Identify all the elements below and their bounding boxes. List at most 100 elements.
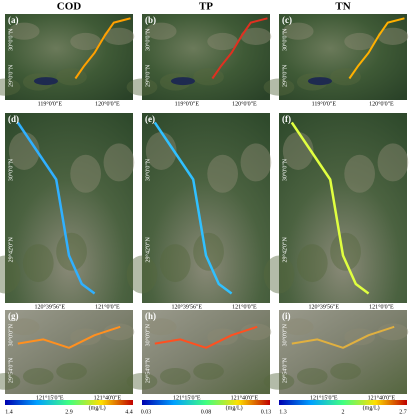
longitude-label: 121°0'0"E [232,303,257,310]
column-title: COD [57,1,82,13]
terrain-patch [330,68,361,86]
terrain-patch [263,78,295,96]
satellite-image [5,310,133,394]
terrain-patch [344,154,376,193]
longitude-label: 119°0'0"E [38,100,63,107]
longitude-label: 121°15'0"E [36,394,64,401]
terrain-patch [22,244,54,283]
panel-label: (b) [145,15,156,25]
terrain-patch [193,362,224,380]
colorbar [142,400,270,405]
latitude-label: 29°42'0"N [7,237,14,263]
colorbar-tick: 0.08 [201,409,212,415]
colorbar-unit: (mg/L) [89,404,106,411]
colorbar-tick: 2.9 [65,409,73,415]
latitude-label: 30°0'0"N [281,158,288,181]
terrain-patch [282,22,314,40]
river [211,17,268,80]
terrain-patch [240,27,272,45]
colorbar-unit: (mg/L) [363,404,380,411]
panel-label: (h) [145,311,156,321]
panel-label: (d) [8,114,19,124]
terrain-patch [70,32,101,51]
terrain-patch [344,32,376,51]
terrain-patch [126,78,158,96]
latitude-label: 29°0'0"N [144,64,151,87]
terrain-patch [0,255,21,294]
terrain-patch [56,362,87,380]
terrain-patch [126,255,158,294]
terrain-patch [103,27,135,45]
longitude-label: 120°0'0"E [369,100,394,107]
longitude-label: 119°0'0"E [175,100,200,107]
river [153,121,233,295]
terrain-patch [193,68,224,86]
satellite-image [5,14,133,100]
satellite-image [142,310,270,394]
column-title: TP [199,1,213,13]
terrain-patch [103,143,135,182]
river [16,121,96,295]
terrain-patch [330,362,361,380]
panel-label: (c) [282,15,292,25]
river [17,325,121,349]
terrain-patch [159,244,191,283]
panel-label: (e) [145,114,155,124]
latitude-label: 29°54'0"N [144,357,151,383]
satellite-image [142,14,270,100]
terrain-patch [296,367,328,385]
latitude-label: 30°0'0"N [281,323,288,346]
terrain-patch [344,328,376,346]
terrain-patch [56,68,87,86]
latitude-label: 30°0'0"N [7,28,14,51]
terrain-patch [330,232,361,271]
terrain-patch [263,373,295,390]
latitude-label: 29°42'0"N [281,237,288,263]
longitude-label: 120°0'0"E [95,100,120,107]
colorbar-unit: (mg/L) [226,404,243,411]
latitude-label: 29°0'0"N [281,64,288,87]
terrain-patch [56,232,87,271]
terrain-patch [8,22,40,40]
longitude-label: 121°40'0"E [368,394,396,401]
longitude-label: 121°15'0"E [173,394,201,401]
terrain-patch [103,323,135,341]
colorbar [279,400,407,405]
terrain-patch [0,373,21,390]
terrain-patch [207,154,238,193]
terrain-patch [70,154,101,193]
panel-label: (g) [8,311,19,321]
terrain-patch [263,255,295,294]
panel-label: (a) [8,15,19,25]
terrain-patch [240,323,272,341]
river [348,17,405,80]
satellite-image [279,14,407,100]
terrain-patch [8,318,40,336]
longitude-label: 121°40'0"E [94,394,122,401]
latitude-label: 30°0'0"N [281,28,288,51]
terrain-patch [70,328,101,346]
terrain-patch [193,232,224,271]
longitude-label: 121°15'0"E [310,394,338,401]
latitude-label: 29°54'0"N [281,357,288,383]
longitude-label: 120°0'0"E [232,100,257,107]
colorbar-tick: 2.7 [399,409,407,415]
longitude-label: 120°39'56"E [171,303,202,310]
satellite-image [5,113,133,303]
longitude-label: 121°40'0"E [231,394,259,401]
colorbar-tick: 1.3 [279,409,287,415]
colorbar-tick: 0.13 [261,409,272,415]
terrain-patch [22,367,54,385]
terrain-patch [296,244,328,283]
satellite-image [142,113,270,303]
terrain-patch [282,318,314,336]
colorbar [5,400,133,405]
latitude-label: 30°0'0"N [7,158,14,181]
colorbar-tick: 2 [342,409,345,415]
colorbar-tick: 1.4 [5,409,13,415]
terrain-patch [159,367,191,385]
colorbar-tick: 4.4 [125,409,133,415]
terrain-patch [0,78,21,96]
terrain-patch [377,143,409,182]
